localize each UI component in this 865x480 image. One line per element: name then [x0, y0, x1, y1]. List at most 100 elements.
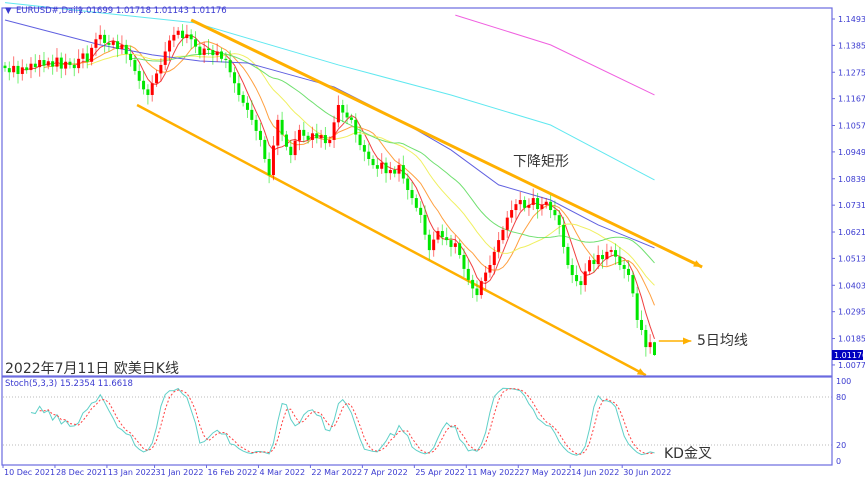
- candle-body: [445, 237, 449, 241]
- price-tick-label: 1.06210: [838, 228, 865, 237]
- candle-body: [232, 72, 236, 84]
- candle-body: [111, 41, 115, 45]
- axes: 1.14930 1.13850 1.12750 1.11670 1.10570 1.094…: [2, 15, 865, 477]
- candle-body: [155, 73, 159, 84]
- stoch-level-label: 20: [836, 441, 846, 450]
- candle-body: [497, 240, 501, 252]
- candle-body: [423, 214, 427, 235]
- candle-body: [401, 165, 405, 179]
- date-tick-label: 14 Jun 2022: [571, 468, 619, 477]
- price-tick-label: 1.08390: [838, 175, 865, 184]
- date-tick-label: 27 May 2022: [519, 468, 571, 477]
- candle-body: [98, 34, 102, 40]
- candle-body: [518, 200, 522, 205]
- date-tick-label: 31 Jan 2022: [156, 468, 204, 477]
- candle-body: [12, 65, 16, 73]
- candle-body: [523, 200, 527, 208]
- candle-body: [354, 119, 358, 135]
- candle-body: [142, 80, 146, 90]
- candle-body: [215, 51, 219, 56]
- candle-body: [241, 94, 245, 103]
- candle-body: [237, 83, 241, 95]
- candle-body: [527, 204, 531, 208]
- candle-body: [432, 239, 436, 251]
- candle-body: [549, 201, 553, 211]
- candle-body: [414, 198, 418, 208]
- candle-body: [566, 246, 570, 266]
- trendlines[interactable]: [136, 18, 703, 377]
- candle-body: [20, 67, 24, 74]
- candle-body: [289, 146, 293, 156]
- candle-body: [120, 44, 124, 50]
- candle-body: [484, 272, 488, 282]
- date-tick-label: 4 Mar 2022: [259, 468, 305, 477]
- trendline-lower: [136, 103, 647, 377]
- candles: [3, 24, 656, 357]
- candle-body: [254, 119, 258, 131]
- candle-body: [220, 51, 223, 59]
- price-tick-label: 1.13850: [838, 41, 865, 50]
- candle-body: [475, 288, 479, 296]
- trendline-upper: [190, 18, 703, 269]
- candle-body: [146, 89, 150, 95]
- candle-body: [562, 224, 566, 247]
- price-tick-label: 1.10570: [838, 122, 865, 131]
- candle-body: [42, 60, 46, 66]
- candle-body: [406, 178, 410, 191]
- annotation-ma5: 5日均线: [697, 333, 748, 349]
- candle-body: [627, 268, 631, 276]
- candle-body: [319, 135, 323, 139]
- candle-body: [310, 133, 314, 140]
- candle-body: [640, 319, 644, 330]
- annotation-descending-rectangle: 下降矩形: [513, 154, 569, 170]
- candle-body: [202, 48, 206, 55]
- candle-body: [544, 201, 548, 205]
- date-tick-label: 25 Apr 2022: [415, 468, 464, 477]
- candle-body: [336, 104, 340, 123]
- main-pane-frame: [1, 7, 833, 377]
- price-tick-label: 1.02950: [838, 308, 865, 317]
- candle-body: [25, 67, 29, 71]
- candle-body: [367, 151, 371, 159]
- candle-body: [328, 139, 332, 144]
- candle-body: [133, 60, 137, 72]
- candle-body: [276, 119, 280, 146]
- candle-body: [116, 41, 120, 50]
- candle-body: [583, 271, 587, 286]
- candle-body: [293, 140, 297, 156]
- candle-body: [198, 46, 202, 55]
- candle-body: [588, 260, 592, 272]
- candle-body: [540, 204, 544, 210]
- candle-body: [471, 279, 475, 289]
- candle-body: [644, 329, 648, 348]
- candle-body: [614, 250, 618, 257]
- candle-body: [302, 129, 306, 136]
- candle-body: [323, 135, 327, 144]
- candle-body: [163, 51, 167, 65]
- candle-body: [510, 210, 514, 218]
- candle-body: [263, 139, 267, 159]
- candle-body: [137, 71, 141, 81]
- trendline-lower-arrowhead-icon: [636, 368, 646, 376]
- candle-body: [622, 265, 626, 269]
- menu-triangle-icon[interactable]: ▼: [5, 6, 12, 16]
- date-tick-label: 13 Jan 2022: [108, 468, 156, 477]
- candle-body: [280, 119, 284, 135]
- candle-body: [59, 57, 63, 69]
- price-tick-label: 1.04030: [838, 281, 865, 290]
- chart-caption: 2022年7月11日 欧美日K线: [5, 361, 179, 377]
- candle-body: [449, 240, 453, 247]
- candle-body: [228, 60, 232, 73]
- candle-body: [124, 44, 128, 54]
- candle-body: [492, 251, 496, 266]
- candle-body: [284, 134, 288, 147]
- date-tick-label: 22 Mar 2022: [311, 468, 362, 477]
- candle-body: [129, 53, 133, 61]
- price-tick-label: 1.14930: [838, 15, 865, 24]
- candle-body: [341, 104, 345, 113]
- candle-body: [553, 210, 557, 216]
- candle-body: [349, 117, 353, 120]
- candle-body: [103, 34, 107, 43]
- candle-body: [653, 342, 656, 356]
